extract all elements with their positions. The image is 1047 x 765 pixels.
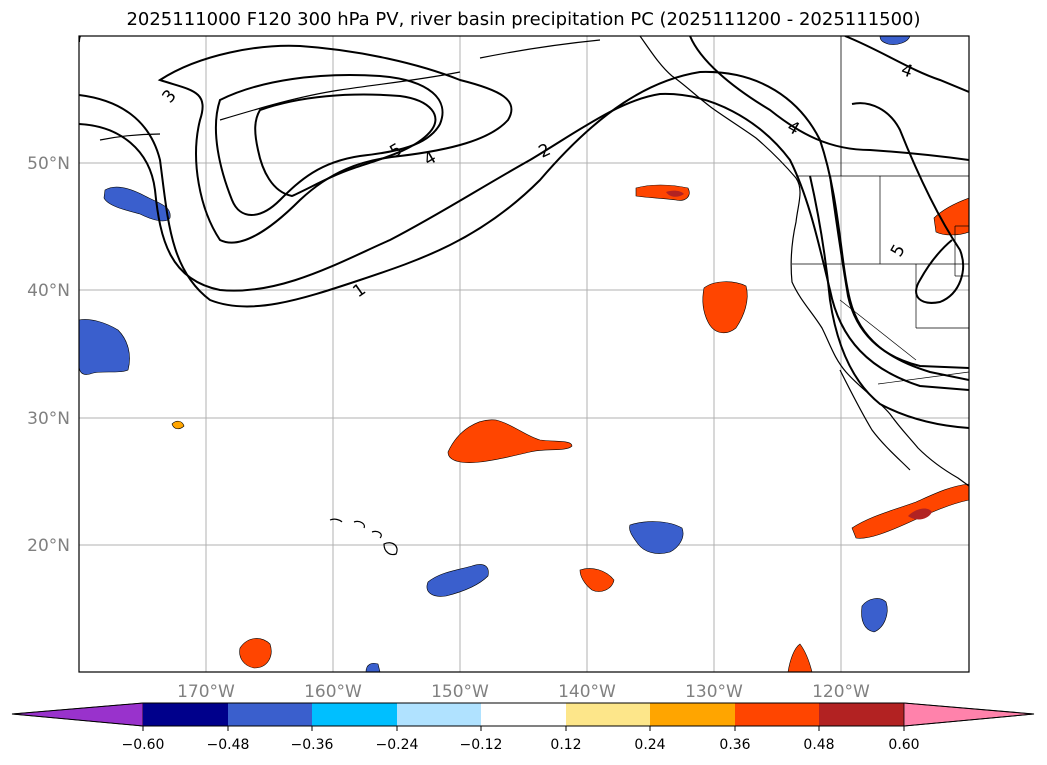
colorbar-seg-2 [228, 703, 312, 726]
cb-label-7: 0.36 [719, 737, 750, 753]
cb-label-6: 0.24 [634, 737, 665, 753]
blob-neg-4 [629, 521, 684, 554]
coast-hawaii [329, 518, 398, 556]
colorbar-seg-1 [143, 703, 228, 726]
blob-neg-5 [861, 598, 888, 633]
blob-pos-4 [851, 483, 969, 539]
lon-label-160: 160°W [304, 682, 362, 702]
colorbar-seg-6 [566, 703, 650, 726]
lon-label-130: 130°W [685, 682, 743, 702]
pv-contours [79, 36, 969, 429]
cb-label-2: −0.36 [291, 737, 334, 753]
blob-neg-2 [79, 319, 130, 375]
blob-neg-1 [103, 186, 171, 222]
lon-label-150: 150°W [431, 682, 489, 702]
cb-label-5: 0.12 [550, 737, 581, 753]
political-borders [792, 36, 969, 385]
lat-label-50: 50°N [27, 154, 70, 174]
colorbar-seg-8 [735, 703, 819, 726]
blob-pos-6 [239, 638, 272, 669]
pv-contour-4 [214, 74, 444, 216]
blob-pos-8 [787, 643, 813, 672]
pv-contour-7 [844, 36, 969, 93]
colorbar-seg-7 [650, 703, 735, 726]
pv-contour-11 [829, 175, 969, 369]
blob-darkred-2 [666, 190, 684, 197]
lon-label-120: 120°W [812, 682, 870, 702]
cb-label-4: −0.12 [460, 737, 503, 753]
cb-label-9: 0.60 [888, 737, 919, 753]
coast-alaska-islands [99, 39, 601, 141]
coast-baja [839, 369, 911, 471]
blob-pos-3 [447, 419, 573, 463]
lat-label-40: 40°N [27, 281, 70, 301]
colorbar-seg-0 [11, 702, 144, 727]
colorbar-seg-9 [819, 703, 904, 726]
colorbar-seg-4 [397, 703, 481, 726]
lat-label-30: 30°N [27, 409, 70, 429]
coast-north-america [639, 36, 969, 487]
blob-pos-2 [702, 281, 748, 334]
colorbar-ticks [142, 726, 905, 731]
lon-label-140: 140°W [558, 682, 616, 702]
lat-labels: 50°N 40°N 30°N 20°N [27, 154, 70, 556]
lat-label-20: 20°N [27, 536, 70, 556]
colorbar-seg-10 [903, 702, 1035, 727]
blob-neg-7 [365, 662, 381, 672]
pv-contour-1 [79, 70, 969, 381]
pv-contour-6 [689, 36, 969, 161]
pv-contour-8 [851, 102, 965, 304]
blob-neg-6 [879, 36, 911, 45]
blob-pos-9 [171, 420, 185, 430]
blob-pos-7 [579, 568, 615, 592]
cb-label-3: −0.24 [376, 737, 419, 753]
lon-labels: 170°W 160°W 150°W 140°W 130°W 120°W [177, 682, 870, 702]
cb-label-0: −0.60 [122, 737, 165, 753]
blob-darkred-1 [908, 508, 932, 520]
pv-contour-5 [254, 93, 437, 198]
colorbar-seg-3 [312, 703, 397, 726]
cb-label-1: −0.48 [207, 737, 250, 753]
map-title: 2025111000 F120 300 hPa PV, river basin … [126, 9, 921, 30]
pv-contour-3 [157, 44, 513, 244]
coastlines [99, 36, 969, 556]
precip-shading [79, 36, 969, 672]
blob-neg-3 [426, 564, 489, 597]
cb-label-8: 0.48 [803, 737, 834, 753]
pv-contour-10 [809, 175, 969, 429]
pv-contour-2 [79, 92, 969, 391]
plot-frame [78, 35, 970, 673]
plot-area [79, 36, 969, 672]
colorbar: −0.60 −0.48 −0.36 −0.24 −0.12 0.12 0.24 … [11, 702, 1035, 753]
colorbar-seg-5 [481, 703, 566, 726]
lon-label-170: 170°W [177, 682, 235, 702]
